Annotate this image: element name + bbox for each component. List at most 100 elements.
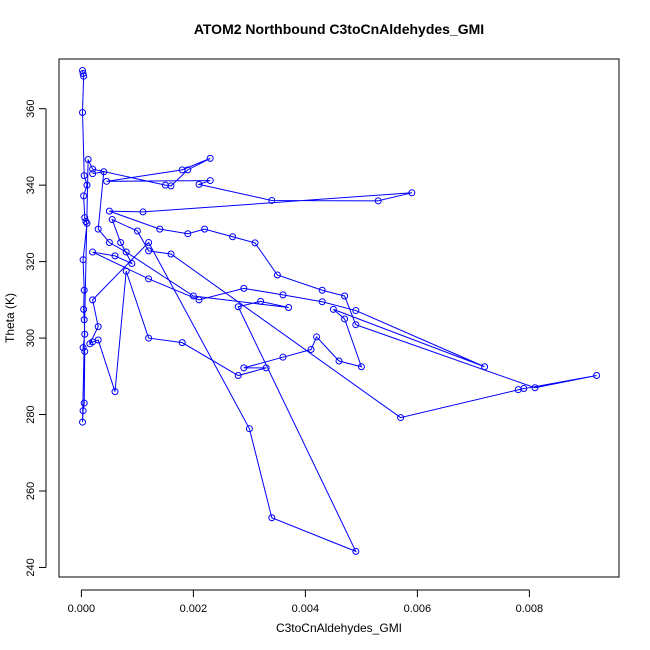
data-point (145, 238, 153, 246)
data-point (178, 166, 186, 174)
x-tick-label: 0.006 (404, 603, 432, 615)
data-point (189, 292, 197, 300)
data-point (80, 399, 88, 407)
y-tick-label: 300 (25, 329, 37, 347)
data-point (83, 219, 91, 227)
data-point (234, 372, 242, 380)
data-point (245, 425, 253, 433)
data-point (94, 323, 102, 331)
data-point (145, 275, 153, 283)
data-point (89, 170, 97, 178)
data-point (352, 321, 360, 329)
x-tick-label: 0.004 (292, 603, 320, 615)
data-point (167, 250, 175, 258)
data-point (273, 271, 281, 279)
data-point (111, 388, 119, 396)
data-point (307, 346, 315, 354)
data-point (79, 256, 87, 264)
data-point (145, 334, 153, 342)
data-point (117, 238, 125, 246)
y-tick-label: 280 (25, 405, 37, 423)
chart-title: ATOM2 Northbound C3toCnAldehydes_GMI (194, 21, 484, 37)
data-point (79, 344, 87, 352)
x-axis: 0.000 0.002 0.004 0.006 0.008 (68, 589, 544, 615)
data-point (80, 316, 88, 324)
data-point (80, 172, 88, 180)
plot-area-frame (58, 58, 620, 578)
data-point (105, 207, 113, 215)
data-point (111, 252, 119, 260)
data-point (178, 339, 186, 347)
data-point (240, 284, 248, 292)
x-tick-label: 0.002 (180, 603, 208, 615)
data-point (79, 407, 87, 415)
data-point (262, 364, 270, 372)
data-point (86, 340, 94, 348)
data-point (520, 385, 528, 393)
data-point (313, 333, 321, 341)
y-axis: 240 260 280 300 320 340 360 (25, 100, 47, 577)
data-point (240, 364, 248, 372)
data-point (79, 109, 87, 117)
data-point (105, 238, 113, 246)
data-point (251, 239, 259, 247)
data-point (156, 225, 164, 233)
data-series (79, 66, 601, 555)
data-point (257, 297, 265, 305)
data-point (341, 315, 349, 323)
data-point (122, 267, 130, 275)
data-point (352, 547, 360, 555)
data-point (80, 72, 88, 80)
data-point (352, 307, 360, 315)
data-point (335, 357, 343, 365)
data-point (531, 384, 539, 392)
data-point (89, 165, 97, 173)
data-point (133, 227, 141, 235)
data-point (593, 372, 601, 380)
data-point (268, 196, 276, 204)
data-point (341, 292, 349, 300)
data-point (122, 248, 130, 256)
data-point (374, 197, 382, 205)
data-point (206, 154, 214, 162)
data-point (481, 363, 489, 371)
y-tick-label: 340 (25, 176, 37, 194)
x-tick-label: 0.000 (68, 603, 96, 615)
y-axis-label: Theta (K) (3, 293, 17, 343)
data-point (108, 216, 116, 224)
data-point (318, 298, 326, 306)
data-point (89, 296, 97, 304)
data-point (145, 247, 153, 255)
data-point (139, 208, 147, 216)
data-point (357, 363, 365, 371)
data-point (80, 192, 88, 200)
data-point (81, 347, 89, 355)
data-point (83, 181, 91, 189)
data-point (234, 303, 242, 311)
data-point (318, 286, 326, 294)
data-point (408, 189, 416, 197)
y-tick-label: 240 (25, 558, 37, 576)
data-point (229, 233, 237, 241)
y-tick-label: 260 (25, 482, 37, 500)
data-point (279, 353, 287, 361)
y-tick-label: 320 (25, 252, 37, 270)
data-point (285, 303, 293, 311)
data-point (195, 180, 203, 188)
data-point (80, 305, 88, 313)
data-point (79, 418, 87, 426)
data-point (195, 296, 203, 304)
data-point (103, 177, 111, 185)
data-point (201, 225, 209, 233)
data-point (100, 168, 108, 176)
data-point (89, 248, 97, 256)
data-point (206, 177, 214, 185)
data-point (81, 214, 89, 222)
data-point (79, 70, 87, 78)
data-point (128, 260, 136, 268)
x-tick-label: 0.008 (516, 603, 544, 615)
data-point (397, 414, 405, 422)
data-point (268, 514, 276, 522)
data-point (167, 182, 175, 190)
